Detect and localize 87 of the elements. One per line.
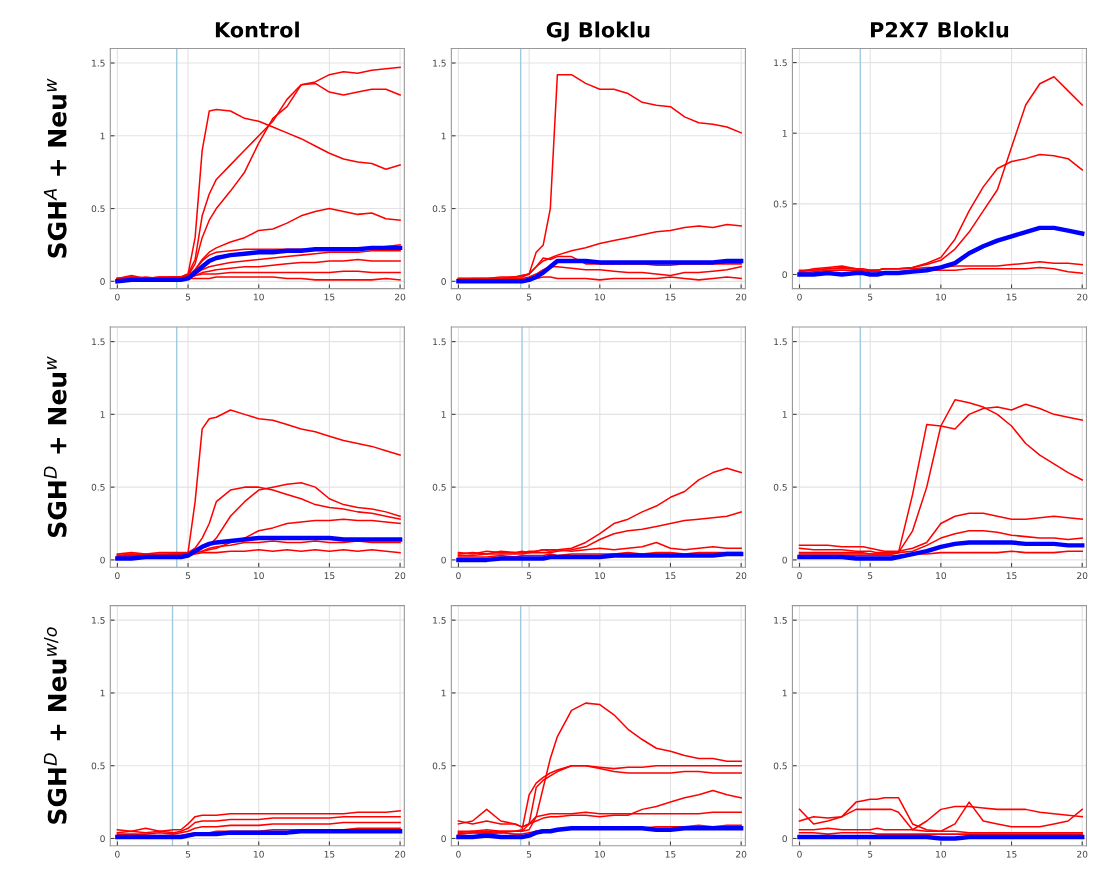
x-tick-label: 20: [736, 293, 747, 301]
y-tick-label: 0: [441, 835, 446, 843]
y-tick-label: 0.5: [432, 762, 446, 770]
y-tick-label: 1.5: [92, 59, 105, 67]
y-tick-label: 1.5: [774, 338, 787, 346]
y-tick-label: 0: [441, 278, 446, 285]
y-tick-label: 1.5: [92, 338, 105, 346]
x-tick-label: 5: [185, 850, 191, 858]
chart-title: Kontrol: [215, 21, 299, 38]
x-tick-label: 0: [456, 850, 461, 858]
x-tick-label: 0: [797, 850, 802, 858]
y-tick-label: 1.5: [774, 59, 787, 67]
y-tick-label: 0: [100, 556, 105, 564]
x-tick-label: 10: [936, 293, 946, 301]
y-axis-title: SGH$^{D}$ + Neu$^{w}$: [43, 356, 67, 537]
y-tick-label: 1.5: [92, 617, 105, 624]
x-tick-label: 10: [936, 572, 946, 580]
x-tick-label: 20: [1077, 850, 1088, 858]
y-tick-label: 0: [100, 278, 105, 285]
x-tick-label: 0: [115, 293, 120, 301]
y-axis-title: SGH$^{A}$ + Neu$^{w}$: [43, 78, 67, 258]
x-tick-label: 15: [665, 572, 676, 580]
chart-title: P2X7 Bloklu: [870, 21, 1009, 38]
x-tick-label: 5: [185, 572, 191, 580]
y-tick-label: 0: [441, 556, 446, 564]
y-tick-label: 0: [782, 835, 787, 843]
x-tick-label: 15: [665, 293, 676, 301]
y-tick-label: 1: [100, 132, 105, 140]
x-tick-label: 0: [797, 572, 802, 580]
y-tick-label: 1: [441, 132, 446, 140]
x-tick-label: 20: [736, 572, 747, 580]
x-tick-label: 15: [1006, 293, 1017, 301]
y-tick-label: 0.5: [91, 762, 105, 770]
x-tick-label: 15: [1006, 572, 1017, 580]
x-tick-label: 20: [1077, 572, 1088, 580]
x-tick-label: 15: [324, 572, 335, 580]
x-tick-label: 10: [253, 850, 264, 858]
x-tick-label: 15: [665, 850, 676, 858]
x-tick-label: 15: [1006, 850, 1017, 858]
x-tick-label: 10: [253, 293, 264, 301]
x-tick-label: 20: [736, 850, 747, 858]
x-tick-label: 10: [253, 572, 264, 580]
x-tick-label: 10: [936, 850, 946, 858]
y-tick-label: 1: [782, 689, 787, 697]
y-tick-label: 1.5: [433, 338, 446, 346]
y-tick-label: 1.5: [433, 59, 446, 67]
x-tick-label: 10: [595, 850, 605, 858]
y-tick-label: 0.5: [773, 483, 787, 491]
y-tick-label: 1: [100, 689, 105, 697]
y-tick-label: 0: [100, 835, 105, 843]
x-tick-label: 20: [395, 572, 406, 580]
x-tick-label: 0: [115, 850, 120, 858]
y-tick-label: 1: [782, 411, 787, 418]
x-tick-label: 0: [456, 572, 461, 580]
x-tick-label: 0: [115, 572, 120, 580]
x-tick-label: 0: [797, 293, 802, 301]
chart-title: GJ Bloklu: [546, 21, 650, 42]
y-tick-label: 1.5: [774, 617, 787, 624]
y-tick-label: 0.5: [91, 205, 105, 213]
x-tick-label: 5: [526, 293, 532, 301]
x-tick-label: 5: [185, 293, 191, 301]
y-axis-title: SGH$^{D}$ + Neu$^{w/o}$: [43, 627, 67, 824]
y-tick-label: 1.5: [433, 617, 446, 624]
y-tick-label: 0.5: [91, 483, 105, 491]
x-tick-label: 0: [456, 293, 461, 301]
y-tick-label: 0.5: [773, 762, 787, 770]
y-tick-label: 0.5: [432, 483, 446, 491]
y-tick-label: 0.5: [432, 205, 446, 213]
y-tick-label: 0: [782, 556, 787, 564]
x-tick-label: 5: [526, 572, 532, 580]
y-tick-label: 1: [441, 411, 446, 418]
x-tick-label: 5: [868, 572, 873, 580]
x-tick-label: 5: [526, 850, 532, 858]
y-tick-label: 1: [441, 689, 446, 697]
x-tick-label: 15: [324, 850, 335, 858]
x-tick-label: 10: [595, 293, 605, 301]
y-tick-label: 0: [782, 271, 787, 279]
x-tick-label: 10: [595, 572, 605, 580]
y-tick-label: 1: [100, 411, 105, 418]
x-tick-label: 20: [395, 850, 406, 858]
x-tick-label: 20: [395, 293, 406, 301]
x-tick-label: 15: [324, 293, 335, 301]
y-tick-label: 1: [782, 130, 787, 137]
x-tick-label: 5: [868, 850, 873, 858]
x-tick-label: 20: [1077, 293, 1088, 301]
x-tick-label: 5: [868, 293, 873, 301]
y-tick-label: 0.5: [773, 200, 787, 208]
